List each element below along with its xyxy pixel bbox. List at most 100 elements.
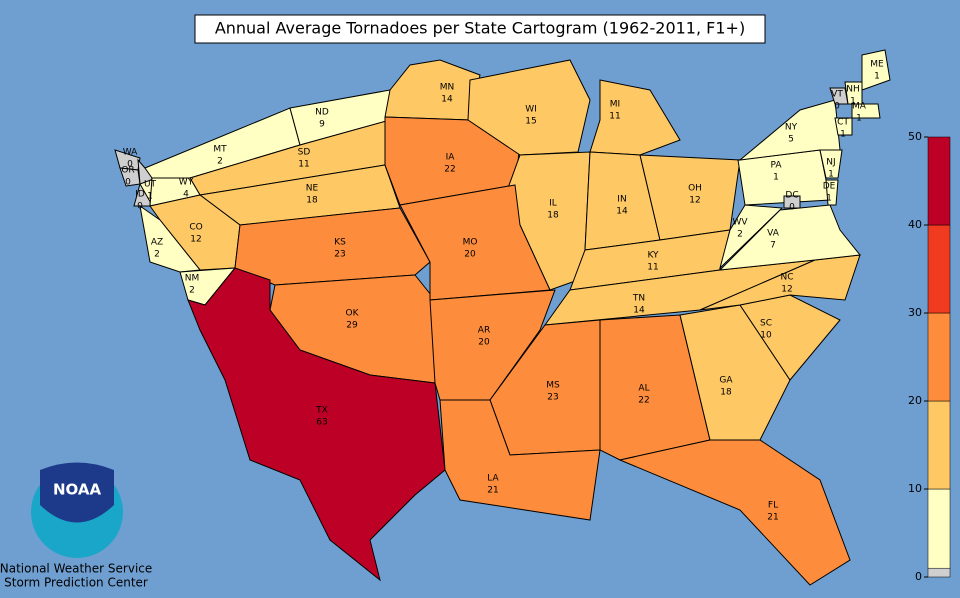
state-value: 2 xyxy=(737,230,743,240)
state-abbr: IA xyxy=(446,153,456,163)
state-value: 12 xyxy=(781,285,792,295)
state-value: 20 xyxy=(478,338,490,348)
colorbar-bin xyxy=(927,224,951,314)
state-value: 0 xyxy=(127,160,133,170)
state-value: 14 xyxy=(616,207,628,217)
state-abbr: MA xyxy=(852,102,867,112)
state-value: 14 xyxy=(633,306,645,316)
state-abbr: NJ xyxy=(826,158,835,168)
logo-top xyxy=(40,462,114,523)
state-value: 2 xyxy=(154,250,160,260)
state-value: 12 xyxy=(689,196,700,206)
state-value: 20 xyxy=(464,250,476,260)
colorbar: 0 10 20 30 40 50 xyxy=(908,130,951,583)
title: Annual Average Tornadoes per State Carto… xyxy=(215,19,745,38)
colorbar-bin xyxy=(927,567,951,578)
state-abbr: VA xyxy=(767,229,780,239)
state-value: 0 xyxy=(125,178,131,188)
state-abbr: AL xyxy=(638,384,649,394)
state-value: 23 xyxy=(334,250,345,260)
state-abbr: OH xyxy=(688,184,702,194)
state-value: 22 xyxy=(638,396,649,406)
state-value: 1 xyxy=(856,114,862,124)
state-value: 7 xyxy=(770,241,776,251)
state-value: 18 xyxy=(306,196,318,206)
state-abbr: WA xyxy=(123,148,138,158)
state-abbr: KY xyxy=(647,251,659,261)
state xyxy=(819,149,843,179)
state-value: 2 xyxy=(189,286,195,296)
state-abbr: TN xyxy=(632,294,645,304)
state-value: 1 xyxy=(826,194,832,204)
state-abbr: ND xyxy=(315,108,329,118)
state-abbr: UT xyxy=(144,180,157,190)
state-abbr: OK xyxy=(346,309,360,319)
state-abbr: OR xyxy=(121,166,134,176)
state-abbr: DE xyxy=(823,182,836,192)
state-value: 1 xyxy=(850,97,856,107)
state-abbr: MS xyxy=(546,381,560,391)
state-value: 4 xyxy=(183,190,189,200)
state-abbr: NE xyxy=(306,184,319,194)
state-value: 12 xyxy=(190,235,201,245)
colorbar-bin xyxy=(927,488,951,569)
state-abbr: SD xyxy=(298,148,311,158)
state-abbr: CT xyxy=(837,118,849,128)
state-abbr: WY xyxy=(179,178,194,188)
colorbar-bin xyxy=(927,312,951,402)
state-abbr: SC xyxy=(760,319,772,329)
state-abbr: IN xyxy=(617,195,626,205)
state-abbr: MO xyxy=(463,238,478,248)
state-abbr: ID xyxy=(135,190,145,200)
colorbar-tick-label: 30 xyxy=(908,306,922,319)
state xyxy=(834,117,853,136)
state-value: 5 xyxy=(788,135,794,145)
state-abbr: DC xyxy=(785,191,798,201)
logo-line: Storm Prediction Center xyxy=(4,576,148,590)
state-abbr: GA xyxy=(719,376,733,386)
state xyxy=(851,103,881,119)
state-value: 1 xyxy=(773,173,779,183)
state xyxy=(618,439,851,586)
state-abbr: TX xyxy=(315,406,328,416)
logo-line: National Weather Service xyxy=(0,562,152,576)
state-value: 10 xyxy=(760,331,772,341)
state-abbr: LA xyxy=(487,474,499,484)
state xyxy=(719,204,784,270)
state-value: 0 xyxy=(834,102,840,112)
state-abbr: AZ xyxy=(151,238,163,248)
state-abbr: MN xyxy=(440,83,455,93)
state-value: 1 xyxy=(828,170,834,180)
state-abbr: CO xyxy=(189,223,202,233)
state-value: 0 xyxy=(137,202,143,212)
logo-badge: NOAA xyxy=(53,481,102,499)
state-value: 29 xyxy=(346,321,358,331)
state-value: 21 xyxy=(487,486,498,496)
state-value: 9 xyxy=(319,120,325,130)
colorbar-tick-label: 10 xyxy=(908,482,922,495)
state-value: 18 xyxy=(547,211,559,221)
state-value: 14 xyxy=(441,95,453,105)
state xyxy=(844,81,863,105)
state-value: 1 xyxy=(874,72,880,82)
state xyxy=(825,179,839,206)
state-value: 23 xyxy=(547,393,558,403)
state xyxy=(187,267,446,582)
state-value: 2 xyxy=(217,157,223,167)
state-value: 22 xyxy=(444,165,455,175)
state-abbr: NH xyxy=(846,85,860,95)
state-value: 15 xyxy=(525,117,536,127)
state xyxy=(783,195,801,209)
state-abbr: FL xyxy=(768,501,778,511)
colorbar-tick-label: 40 xyxy=(908,218,922,231)
state-abbr: MI xyxy=(610,100,620,110)
state-abbr: NM xyxy=(185,274,200,284)
state-value: 11 xyxy=(609,112,620,122)
state-value: 0 xyxy=(789,203,795,213)
state-abbr: MT xyxy=(213,145,227,155)
state-value: 11 xyxy=(298,160,309,170)
state-abbr: NY xyxy=(785,123,798,133)
colorbar-tick-label: 50 xyxy=(908,130,922,143)
colorbar-tick-label: 20 xyxy=(908,394,922,407)
